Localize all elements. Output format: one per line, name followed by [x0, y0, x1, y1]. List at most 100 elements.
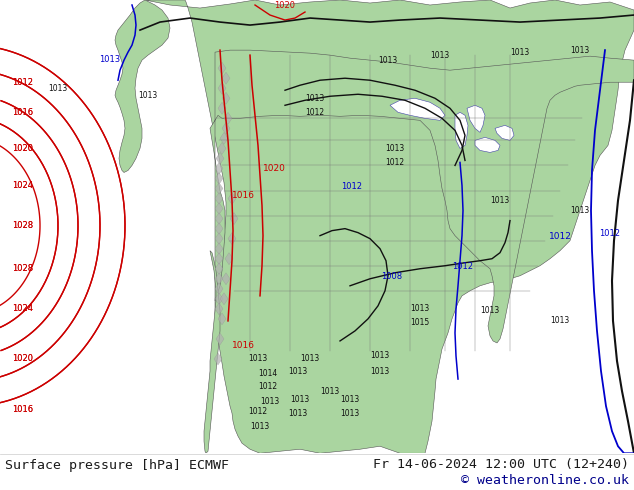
Text: 1013: 1013: [301, 354, 320, 364]
Text: 1013: 1013: [430, 50, 450, 60]
Text: 1013: 1013: [138, 91, 158, 100]
Text: 1013: 1013: [481, 306, 500, 316]
Text: 1013: 1013: [249, 354, 268, 364]
Text: 1008: 1008: [382, 272, 403, 281]
Text: 1012: 1012: [259, 382, 278, 391]
Polygon shape: [220, 132, 228, 145]
Polygon shape: [215, 253, 223, 265]
Polygon shape: [228, 233, 236, 245]
Polygon shape: [214, 353, 222, 365]
Text: 1024: 1024: [12, 304, 33, 313]
Text: 1024: 1024: [12, 181, 33, 190]
Polygon shape: [215, 193, 223, 204]
Text: 1013: 1013: [261, 396, 280, 406]
Polygon shape: [390, 98, 445, 121]
Polygon shape: [222, 273, 230, 285]
Polygon shape: [218, 313, 226, 325]
Text: 1028: 1028: [12, 221, 33, 230]
Text: 1016: 1016: [232, 342, 255, 350]
Text: 1016: 1016: [12, 108, 33, 117]
Text: 1028: 1028: [12, 264, 33, 273]
Text: 1012: 1012: [249, 407, 268, 416]
Text: 1012: 1012: [548, 232, 571, 241]
Text: 1016: 1016: [12, 405, 33, 414]
Text: 1013: 1013: [306, 94, 325, 103]
Text: 1024: 1024: [12, 304, 33, 313]
Polygon shape: [215, 233, 223, 245]
Text: 1014: 1014: [259, 368, 278, 377]
Polygon shape: [230, 213, 238, 224]
Text: 1016: 1016: [232, 191, 255, 200]
Polygon shape: [215, 213, 223, 224]
Text: Surface pressure [hPa] ECMWF: Surface pressure [hPa] ECMWF: [5, 459, 229, 472]
Polygon shape: [215, 182, 223, 195]
Text: 1020: 1020: [12, 354, 33, 364]
Polygon shape: [215, 163, 223, 174]
Text: 1013: 1013: [340, 409, 359, 417]
Text: 1013: 1013: [490, 196, 510, 205]
Polygon shape: [222, 72, 230, 84]
Text: 1013: 1013: [510, 48, 529, 57]
Text: 1013: 1013: [378, 56, 398, 65]
Text: 1013: 1013: [370, 351, 390, 361]
Polygon shape: [215, 283, 223, 295]
Text: 1020: 1020: [263, 164, 286, 173]
Polygon shape: [216, 152, 224, 165]
Text: 1024: 1024: [12, 181, 33, 190]
Text: 1012: 1012: [342, 181, 363, 191]
Text: © weatheronline.co.uk: © weatheronline.co.uk: [461, 473, 629, 487]
Polygon shape: [215, 222, 223, 235]
Text: 1012: 1012: [453, 262, 474, 271]
Polygon shape: [215, 273, 223, 285]
Polygon shape: [467, 105, 485, 132]
Polygon shape: [495, 125, 514, 141]
Text: Fr 14-06-2024 12:00 UTC (12+240): Fr 14-06-2024 12:00 UTC (12+240): [373, 458, 629, 471]
Polygon shape: [216, 333, 224, 345]
Text: 1020: 1020: [12, 144, 33, 153]
Text: 1013: 1013: [48, 84, 68, 93]
Polygon shape: [210, 50, 634, 343]
Polygon shape: [224, 112, 232, 124]
Text: 1013: 1013: [290, 394, 309, 404]
Polygon shape: [218, 143, 226, 154]
Polygon shape: [204, 251, 220, 453]
Polygon shape: [228, 193, 236, 204]
Polygon shape: [218, 102, 226, 114]
Polygon shape: [225, 253, 233, 265]
Text: 1013: 1013: [385, 144, 404, 153]
Polygon shape: [215, 243, 223, 255]
Polygon shape: [222, 92, 230, 104]
Polygon shape: [215, 172, 223, 185]
Text: 1028: 1028: [12, 264, 33, 273]
Polygon shape: [145, 0, 634, 453]
Text: 1013: 1013: [288, 367, 307, 375]
Text: 1016: 1016: [12, 405, 33, 414]
Text: 1012: 1012: [12, 78, 33, 87]
Polygon shape: [215, 202, 223, 215]
Text: 1013: 1013: [571, 46, 590, 55]
Polygon shape: [215, 263, 223, 275]
Polygon shape: [215, 303, 223, 315]
Polygon shape: [115, 0, 170, 172]
Text: 1020: 1020: [275, 1, 295, 10]
Text: 1013: 1013: [320, 387, 340, 395]
Text: 1013: 1013: [571, 206, 590, 215]
Polygon shape: [220, 293, 228, 305]
Text: 1012: 1012: [600, 229, 621, 238]
Text: 1013: 1013: [410, 304, 430, 313]
Polygon shape: [215, 293, 223, 305]
Text: 1020: 1020: [12, 354, 33, 364]
Text: 1013: 1013: [288, 409, 307, 417]
Text: 1013: 1013: [370, 367, 390, 375]
Text: 1013: 1013: [340, 394, 359, 404]
Polygon shape: [455, 112, 468, 148]
Text: 1013: 1013: [100, 55, 120, 64]
Text: 1012: 1012: [306, 108, 325, 117]
Text: 1012: 1012: [385, 158, 404, 167]
Text: 1016: 1016: [12, 108, 33, 117]
Text: 1013: 1013: [550, 317, 569, 325]
Text: 1015: 1015: [410, 318, 430, 327]
Text: 1013: 1013: [250, 422, 269, 431]
Text: 1012: 1012: [12, 78, 33, 87]
Text: 1028: 1028: [12, 221, 33, 230]
